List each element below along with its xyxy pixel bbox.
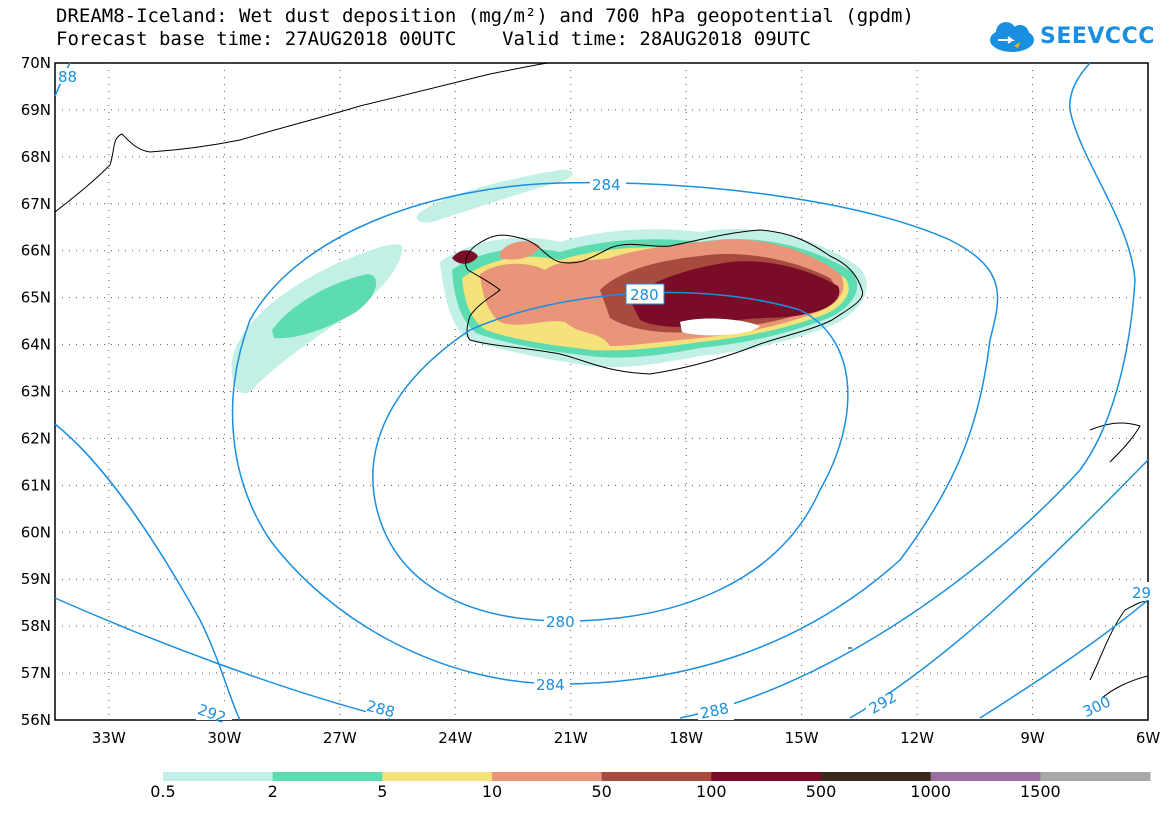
- colorbar-swatch: [711, 772, 822, 781]
- longitude-label: 24W: [438, 729, 472, 747]
- contour-label: 292: [866, 688, 900, 718]
- longitude-label: 27W: [323, 729, 357, 747]
- latitude-label: 56N: [21, 711, 51, 729]
- longitude-label: 6W: [1136, 729, 1161, 747]
- contour-label: 280: [546, 613, 575, 631]
- latitude-label: 66N: [21, 242, 51, 260]
- latitude-label: 65N: [21, 289, 51, 307]
- longitude-label: 9W: [1020, 729, 1045, 747]
- contour-label: 288: [699, 699, 731, 723]
- contour-292-west: [54, 423, 241, 721]
- colorbar: [163, 772, 1151, 781]
- contour-label: 280: [630, 286, 659, 304]
- colorbar-label: 1500: [1019, 782, 1061, 801]
- seevccc-logo: SEEVCCC: [986, 18, 1154, 58]
- latitude-label: 63N: [21, 383, 51, 401]
- contour-label: 29: [1132, 584, 1151, 602]
- longitude-labels: 33W 30W 27W 24W 21W 18W 15W 12W 9W 6W: [92, 729, 1160, 747]
- colorbar-swatch: [930, 772, 1041, 781]
- contour-288-west: [54, 597, 391, 719]
- latitude-label: 57N: [21, 664, 51, 682]
- latitude-label: 58N: [21, 617, 51, 635]
- forecast-times: Forecast base time: 27AUG2018 00UTC Vali…: [56, 28, 811, 50]
- colorbar-swatch: [821, 772, 932, 781]
- latitude-label: 59N: [21, 570, 51, 588]
- contour-label: 284: [536, 676, 565, 694]
- graticule: [55, 63, 1148, 720]
- colorbar-label: 100: [696, 782, 727, 801]
- latitude-label: 64N: [21, 336, 51, 354]
- latitude-label: 60N: [21, 523, 51, 541]
- latitude-label: 62N: [21, 429, 51, 447]
- colorbar-label: 0.5: [150, 782, 176, 801]
- colorbar-label: 50: [591, 782, 612, 801]
- latitude-label: 68N: [21, 148, 51, 166]
- colorbar-swatch: [1040, 772, 1151, 781]
- contour-label: 300: [1080, 693, 1114, 721]
- contour-288-east: [679, 62, 1136, 719]
- longitude-label: 15W: [785, 729, 819, 747]
- latitude-label: 69N: [21, 101, 51, 119]
- latitude-label: 61N: [21, 476, 51, 494]
- longitude-label: 12W: [900, 729, 934, 747]
- colorbar-swatch: [492, 772, 603, 781]
- geopotential-contours: [54, 62, 1149, 721]
- longitude-label: 21W: [554, 729, 588, 747]
- contour-292-east: [849, 459, 1149, 719]
- contour-300: [979, 599, 1149, 719]
- colorbar-swatch: [601, 772, 712, 781]
- colorbar-swatch: [272, 772, 383, 781]
- dust-deposition-field: [231, 169, 867, 394]
- colorbar-label: 500: [805, 782, 837, 801]
- longitude-label: 33W: [92, 729, 126, 747]
- colorbar-swatch: [382, 772, 493, 781]
- longitude-label: 30W: [207, 729, 241, 747]
- colorbar-label: 5: [377, 782, 388, 801]
- colorbar-label: 10: [481, 782, 503, 801]
- contour-label: 284: [592, 176, 621, 194]
- logo-text: SEEVCCC: [1040, 24, 1155, 49]
- contour-284-outer: [231, 181, 999, 685]
- colorbar-label: 2: [267, 782, 278, 801]
- contour-labels: 88 284 280 280 284 292 288 288 292 300 2…: [56, 68, 1151, 727]
- colorbar-swatch: [163, 772, 274, 781]
- latitude-label: 70N: [21, 54, 51, 72]
- coastlines: [54, 62, 1149, 701]
- latitude-label: 67N: [21, 195, 51, 213]
- colorbar-label: 1000: [910, 782, 952, 801]
- map-title: DREAM8-Iceland: Wet dust deposition (mg/…: [56, 5, 914, 27]
- contour-280: [372, 291, 849, 622]
- contour-label: 88: [58, 68, 77, 86]
- cloud-icon: [990, 22, 1034, 52]
- latitude-labels: 70N 69N 68N 67N 66N 65N 64N 63N 62N 61N 60N 59N 58N 5…: [21, 54, 51, 729]
- longitude-label: 18W: [669, 729, 703, 747]
